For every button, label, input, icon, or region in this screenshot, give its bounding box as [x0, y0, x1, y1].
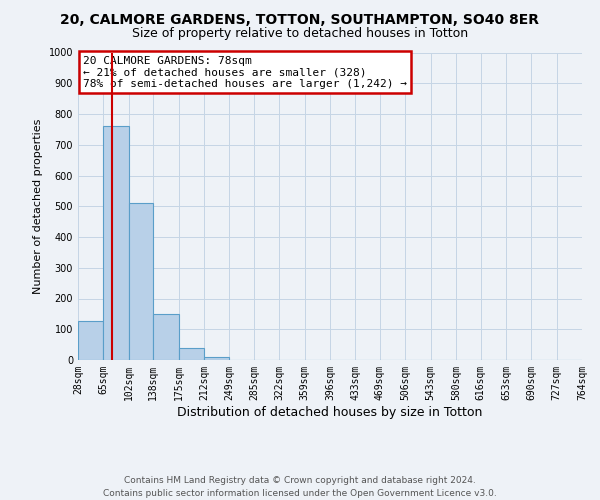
Text: 20 CALMORE GARDENS: 78sqm
← 21% of detached houses are smaller (328)
78% of semi: 20 CALMORE GARDENS: 78sqm ← 21% of detac…	[83, 56, 407, 89]
Bar	[204, 357, 229, 360]
Text: Size of property relative to detached houses in Totton: Size of property relative to detached ho…	[132, 28, 468, 40]
Bar	[103, 126, 128, 360]
Y-axis label: Number of detached properties: Number of detached properties	[33, 118, 43, 294]
Text: 20, CALMORE GARDENS, TOTTON, SOUTHAMPTON, SO40 8ER: 20, CALMORE GARDENS, TOTTON, SOUTHAMPTON…	[61, 12, 539, 26]
Bar	[154, 314, 179, 360]
X-axis label: Distribution of detached houses by size in Totton: Distribution of detached houses by size …	[178, 406, 482, 418]
Bar	[179, 348, 204, 360]
Bar	[128, 203, 154, 360]
Text: Contains HM Land Registry data © Crown copyright and database right 2024.
Contai: Contains HM Land Registry data © Crown c…	[103, 476, 497, 498]
Bar	[78, 320, 103, 360]
